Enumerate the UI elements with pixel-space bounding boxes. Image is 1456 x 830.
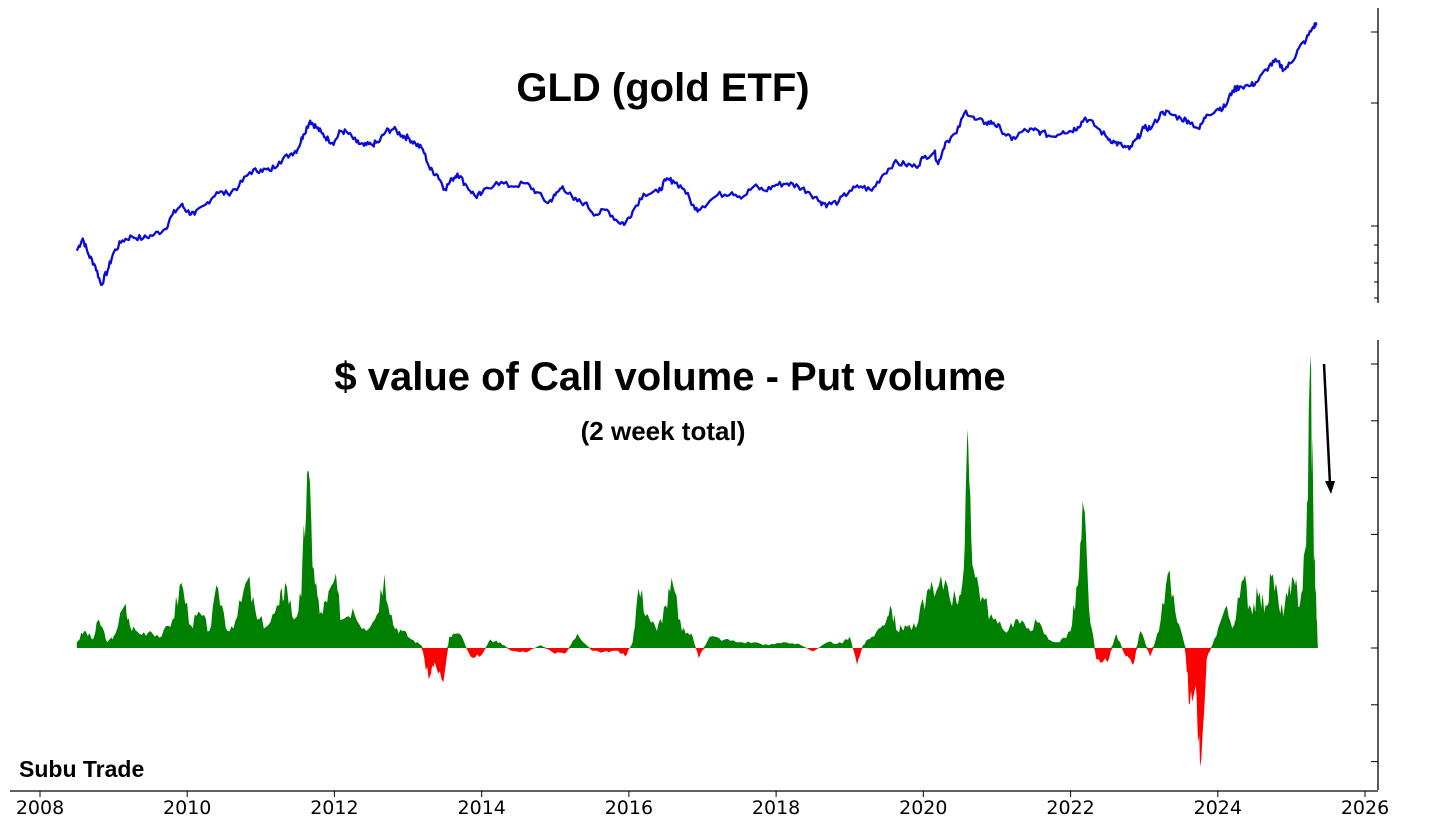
x-tick-label-2018: 2018 xyxy=(752,797,800,819)
call-minus-put-negative-area xyxy=(76,648,1318,768)
x-tick-label-2008: 2008 xyxy=(16,797,64,819)
x-tick-label-2020: 2020 xyxy=(899,797,947,819)
watermark-subu-trade: Subu Trade xyxy=(19,756,144,782)
gld-price-line xyxy=(75,22,1318,287)
x-tick-label-2024: 2024 xyxy=(1194,797,1242,819)
x-tick-label-2010: 2010 xyxy=(163,797,211,819)
flow-subtitle: (2 week total) xyxy=(581,416,746,446)
x-tick-label-2026: 2026 xyxy=(1341,797,1389,819)
gld-right-axis-ticks xyxy=(1371,31,1378,299)
x-tick-label-2016: 2016 xyxy=(605,797,653,819)
x-tick-label-2012: 2012 xyxy=(310,797,358,819)
annotation-arrow-shaft xyxy=(1322,363,1332,485)
x-axis-ticks: 2008 2010 2012 2014 2016 2018 2020 2022 2024 2026 xyxy=(16,791,1389,819)
gld-panel: GLD (gold ETF) xyxy=(75,8,1379,303)
gld-title: GLD (gold ETF) xyxy=(516,66,809,110)
x-tick-label-2022: 2022 xyxy=(1046,797,1094,819)
flow-title: $ value of Call volume - Put volume xyxy=(334,355,1005,399)
flow-panel: $ value of Call volume - Put volume (2 w… xyxy=(76,340,1379,790)
call-minus-put-positive-area xyxy=(76,355,1318,648)
x-axis: 2008 2010 2012 2014 2016 2018 2020 2022 2024 2026 xyxy=(10,790,1389,819)
flow-right-axis-ticks xyxy=(1371,363,1378,763)
x-tick-label-2014: 2014 xyxy=(458,797,506,819)
annotation-arrow-head xyxy=(1325,481,1335,494)
